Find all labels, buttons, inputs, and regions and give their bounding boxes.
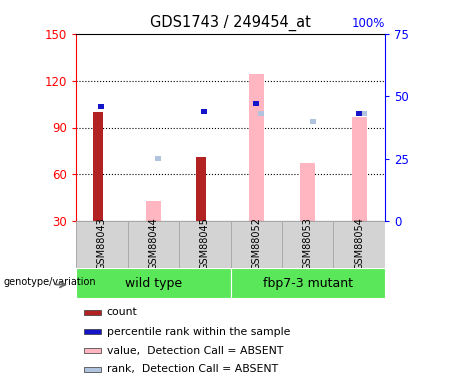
Bar xyxy=(94,112,103,221)
Text: value,  Detection Call = ABSENT: value, Detection Call = ABSENT xyxy=(107,346,283,356)
Bar xyxy=(196,157,206,221)
Bar xyxy=(76,221,128,268)
Text: GSM88053: GSM88053 xyxy=(303,217,313,270)
Bar xyxy=(146,201,161,221)
Bar xyxy=(84,329,101,334)
Text: wild type: wild type xyxy=(125,277,182,290)
Bar xyxy=(84,367,101,372)
Text: genotype/variation: genotype/variation xyxy=(3,277,96,286)
Text: count: count xyxy=(107,308,138,318)
Text: rank,  Detection Call = ABSENT: rank, Detection Call = ABSENT xyxy=(107,364,278,374)
Text: GSM88043: GSM88043 xyxy=(97,217,107,270)
Bar xyxy=(253,101,259,106)
Title: GDS1743 / 249454_at: GDS1743 / 249454_at xyxy=(150,15,311,31)
Bar xyxy=(179,221,230,268)
Text: 100%: 100% xyxy=(352,17,385,30)
Bar xyxy=(356,111,362,117)
Bar xyxy=(310,118,316,124)
Text: GSM88045: GSM88045 xyxy=(200,217,210,270)
Text: GSM88054: GSM88054 xyxy=(354,217,364,270)
Text: GSM88052: GSM88052 xyxy=(251,217,261,270)
Bar xyxy=(230,268,385,298)
Bar xyxy=(201,108,207,114)
Bar xyxy=(300,164,315,221)
Bar xyxy=(128,221,179,268)
Bar xyxy=(258,111,264,117)
Bar xyxy=(84,348,101,354)
Bar xyxy=(249,74,264,221)
Bar xyxy=(76,268,230,298)
Text: percentile rank within the sample: percentile rank within the sample xyxy=(107,327,290,337)
Bar xyxy=(98,104,104,109)
Bar xyxy=(333,221,385,268)
Bar xyxy=(84,310,101,315)
Bar xyxy=(361,111,367,117)
Text: GSM88044: GSM88044 xyxy=(148,217,158,270)
Bar xyxy=(282,221,333,268)
Text: fbp7-3 mutant: fbp7-3 mutant xyxy=(263,277,353,290)
Bar xyxy=(352,117,366,221)
Bar xyxy=(155,156,161,162)
Bar xyxy=(230,221,282,268)
